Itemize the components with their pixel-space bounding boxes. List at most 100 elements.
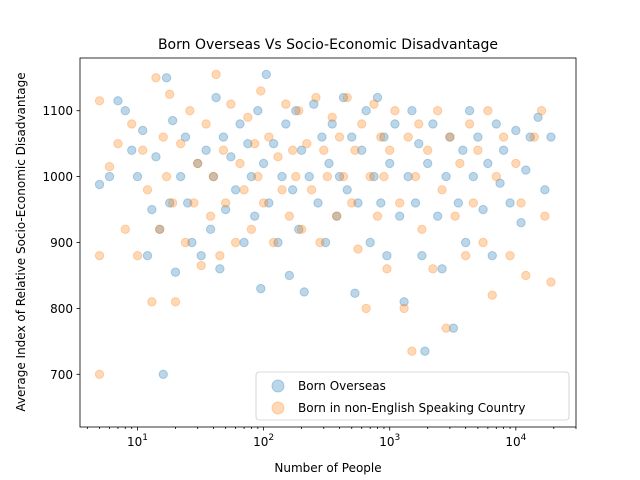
point-series-1-16: [167, 198, 178, 208]
point-series-0-34: [246, 171, 257, 182]
point-series-1-63: [350, 145, 360, 155]
point-series-1-43: [273, 152, 283, 162]
point-series-1-94: [478, 237, 488, 248]
point-series-1-81: [417, 224, 427, 235]
point-series-0-13: [164, 198, 175, 208]
point-series-1-25: [205, 211, 216, 221]
point-series-0-77: [403, 171, 413, 182]
point-series-0-88: [445, 132, 455, 142]
point-series-0-59: [334, 171, 345, 182]
x-tick-label: 102: [253, 433, 274, 449]
point-series-1-52: [306, 185, 317, 195]
point-series-1-38: [253, 171, 263, 182]
point-series-1-86: [441, 323, 451, 333]
point-series-1-14: [161, 171, 172, 182]
point-series-1-103: [529, 132, 539, 142]
point-series-0-92: [460, 237, 471, 248]
point-series-1-64: [353, 244, 363, 254]
point-series-0-103: [511, 125, 521, 136]
point-series-0-64: [353, 198, 363, 208]
point-series-1-97: [491, 171, 501, 182]
point-series-0-26: [215, 264, 225, 274]
point-series-0-67: [365, 237, 375, 248]
point-series-0-80: [414, 138, 424, 149]
point-series-1-90: [460, 250, 471, 261]
point-series-0-14: [167, 115, 178, 126]
point-series-1-85: [437, 185, 447, 195]
point-series-0-22: [201, 145, 211, 155]
point-series-0-71: [379, 132, 389, 142]
point-series-1-69: [372, 211, 383, 221]
point-series-0-48: [294, 224, 304, 235]
point-series-1-2: [94, 250, 105, 261]
point-series-0-42: [273, 237, 283, 248]
chart-title: Born Overseas Vs Socio-Economic Disadvan…: [158, 37, 498, 53]
x-axis-label: Number of People: [274, 461, 381, 475]
point-series-1-58: [332, 211, 342, 221]
point-series-0-9: [151, 152, 161, 162]
point-series-1-53: [311, 92, 321, 103]
point-series-0-76: [399, 297, 409, 307]
point-series-0-20: [192, 158, 203, 169]
point-series-1-23: [196, 260, 206, 271]
point-series-0-15: [170, 267, 181, 277]
point-series-0-65: [357, 145, 367, 155]
point-series-0-73: [385, 158, 395, 169]
point-series-0-7: [142, 250, 153, 261]
point-series-0-84: [428, 119, 438, 129]
point-series-0-82: [420, 346, 430, 356]
point-series-1-32: [230, 237, 241, 248]
point-series-0-93: [464, 106, 475, 116]
point-series-0-91: [458, 145, 468, 155]
point-series-1-72: [382, 264, 392, 274]
point-series-0-16: [175, 171, 186, 182]
point-series-0-46: [287, 185, 298, 195]
point-series-1-1: [94, 96, 105, 106]
legend-marker-born-overseas: [271, 379, 285, 393]
points-layer: [94, 69, 556, 379]
point-series-0-39: [261, 69, 271, 80]
point-series-0-54: [317, 132, 327, 142]
point-series-1-39: [256, 86, 266, 96]
y-axis-label: Average Index of Relative Socio-Economic…: [14, 72, 28, 411]
point-series-0-85: [432, 211, 443, 221]
point-series-1-40: [258, 198, 269, 208]
point-series-1-88: [450, 211, 460, 221]
y-tick-label: 800: [50, 302, 73, 316]
point-series-1-26: [208, 171, 219, 182]
point-series-0-53: [313, 198, 323, 208]
x-tick-label: 101: [127, 433, 148, 449]
point-series-0-56: [324, 158, 334, 169]
point-series-1-37: [250, 138, 260, 149]
point-series-1-51: [302, 138, 312, 149]
point-series-0-33: [243, 138, 253, 149]
point-series-1-15: [164, 89, 175, 99]
point-series-0-50: [299, 287, 309, 297]
point-series-0-31: [235, 119, 245, 129]
point-series-0-75: [395, 211, 405, 221]
point-series-1-19: [180, 237, 191, 248]
point-series-1-68: [369, 99, 379, 109]
y-axis: 700 800 900 1000 1100: [42, 104, 80, 382]
x-tick-label: 104: [505, 433, 526, 449]
point-series-0-8: [147, 204, 157, 215]
point-series-0-12: [161, 73, 172, 83]
point-series-0-100: [495, 178, 505, 188]
point-series-0-60: [338, 92, 349, 103]
point-series-1-6: [127, 119, 137, 129]
point-series-1-98: [498, 132, 509, 142]
point-series-0-28: [220, 204, 231, 215]
point-series-1-84: [432, 106, 443, 116]
point-series-0-62: [347, 132, 357, 142]
point-series-1-106: [546, 277, 556, 287]
point-series-1-55: [319, 145, 329, 155]
point-series-1-50: [296, 224, 307, 235]
point-series-1-42: [268, 237, 279, 248]
point-series-0-106: [525, 132, 535, 142]
point-series-1-10: [147, 297, 157, 307]
point-series-0-21: [196, 250, 206, 261]
point-series-1-49: [294, 106, 304, 116]
point-series-0-94: [468, 171, 478, 182]
point-series-1-92: [468, 198, 478, 208]
point-series-1-99: [505, 250, 515, 261]
